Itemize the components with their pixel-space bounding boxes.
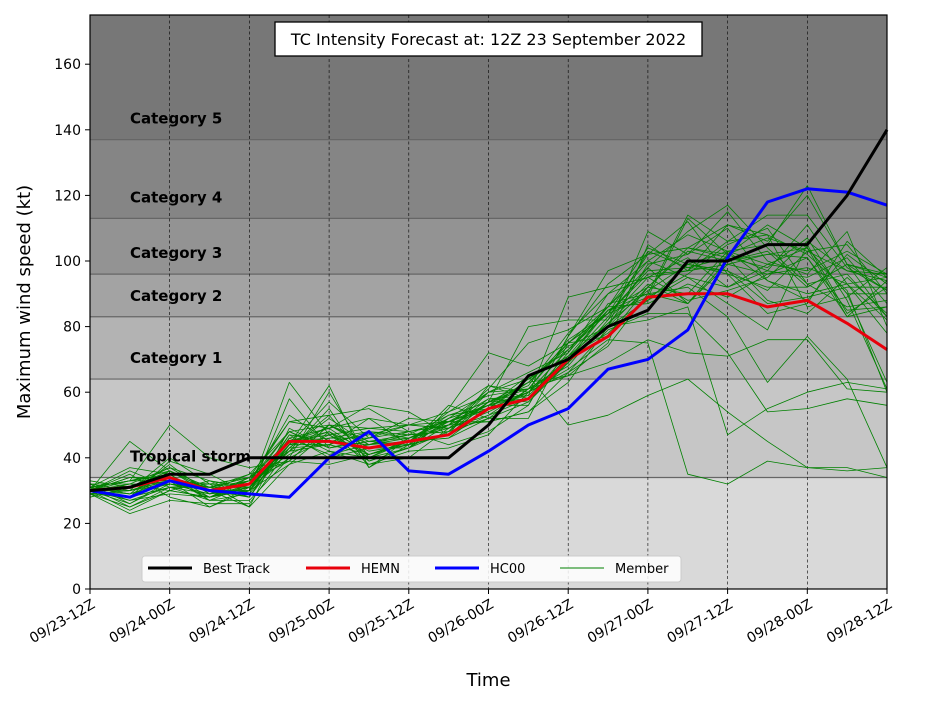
band-label-2: Category 1 [130, 349, 222, 367]
legend-label-member: Member [615, 562, 669, 577]
grid-lines [169, 15, 808, 589]
y-tick-label-60: 60 [63, 385, 81, 401]
chart-title: TC Intensity Forecast at: 12Z 23 Septemb… [290, 30, 686, 49]
legend-label-hemn: HEMN [361, 562, 400, 577]
member-line-19 [89, 221, 888, 492]
y-tick-label-160: 160 [54, 57, 81, 73]
band-label-6: Category 5 [130, 110, 222, 128]
legend-label-hc00: HC00 [490, 562, 525, 577]
y-axis-title: Maximum wind speed (kt) [14, 185, 35, 419]
band-label-5: Category 4 [130, 188, 222, 206]
x-axis-title: Time [465, 670, 510, 691]
band-label-4: Category 3 [130, 244, 222, 262]
band-label-1: Tropical storm [130, 447, 251, 465]
legend-label-best-track: Best Track [203, 562, 270, 577]
y-tick-label-80: 80 [63, 320, 81, 336]
intensity-bands [90, 15, 887, 589]
member-line-20 [89, 250, 888, 501]
legend: Best Track HEMN HC00 Member [141, 555, 682, 583]
chart-title-box: TC Intensity Forecast at: 12Z 23 Septemb… [274, 21, 703, 57]
y-tick-label-120: 120 [54, 188, 81, 204]
y-tick-label-100: 100 [54, 254, 81, 270]
member-line-26 [89, 247, 887, 491]
legend-frame [141, 555, 682, 583]
chart-title-frame [274, 21, 703, 57]
category-labels: Tropical storm Category 1 Category 2 Catego… [130, 110, 251, 466]
member-line-17 [89, 247, 888, 498]
main-series-lines [89, 129, 889, 499]
member-line-28 [89, 257, 888, 491]
y-tick-label-40: 40 [63, 451, 81, 467]
y-tick-label-20: 20 [63, 516, 81, 532]
band-label-3: Category 2 [130, 287, 222, 305]
member-line-16 [89, 257, 888, 498]
series-line-best-track [89, 129, 889, 493]
y-tick-label-140: 140 [54, 123, 81, 139]
y-tick-label-0: 0 [72, 582, 81, 598]
band-5 [90, 139, 887, 219]
series-line-hemn [89, 292, 888, 493]
member-line-29 [89, 250, 887, 508]
series-line-hc00 [89, 187, 888, 499]
